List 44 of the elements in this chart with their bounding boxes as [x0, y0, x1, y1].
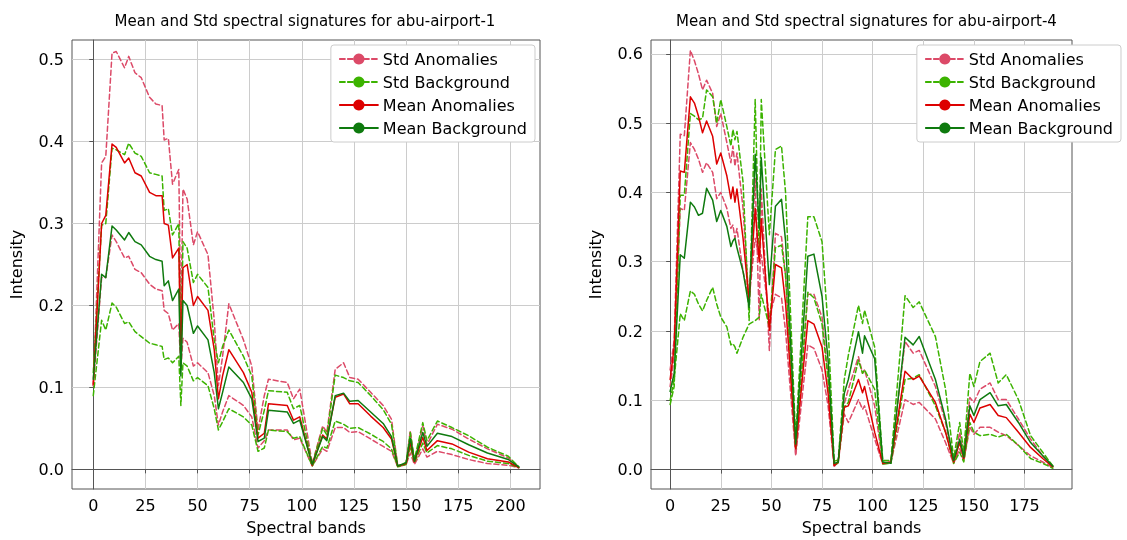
x-tick-label: 100	[857, 495, 888, 515]
y-tick-label: 0.1	[38, 377, 64, 397]
y-tick-label: 0.1	[617, 390, 643, 410]
y-tick-label: 0.5	[38, 50, 64, 70]
legend-label: Std Background	[382, 72, 510, 92]
x-tick-label: 150	[958, 495, 990, 515]
x-tick-label: 50	[187, 495, 208, 515]
legend-label: Mean Anomalies	[968, 95, 1101, 115]
y-axis-title: Intensity	[585, 229, 605, 300]
y-tick-label: 0.5	[617, 113, 643, 133]
legend-label: Mean Anomalies	[382, 95, 515, 115]
x-axis-title: Spectral bands	[801, 517, 922, 537]
x-tick-label: 200	[495, 495, 526, 515]
x-tick-label: 25	[710, 495, 731, 515]
x-tick-label: 125	[907, 495, 939, 515]
y-tick-label: 0.4	[617, 182, 643, 202]
x-tick-label: 150	[390, 495, 422, 515]
x-tick-label: 100	[286, 495, 318, 515]
x-tick-label: 0	[88, 495, 99, 515]
x-tick-label: 175	[442, 495, 474, 515]
legend-label: Std Background	[968, 72, 1096, 92]
legend-label: Std Anomalies	[968, 49, 1084, 69]
chart-title: Mean and Std spectral signatures for abu-airport-4	[676, 11, 1057, 30]
chart-title: Mean and Std spectral signatures for abu-airport-1	[114, 11, 496, 30]
legend-label: Mean Background	[968, 118, 1114, 138]
x-tick-label: 175	[1009, 495, 1040, 515]
x-tick-label: 0	[665, 495, 676, 515]
x-tick-label: 125	[338, 495, 370, 515]
x-tick-label: 50	[761, 495, 782, 515]
y-tick-label: 0.0	[617, 460, 643, 480]
x-tick-label: 75	[239, 495, 260, 515]
x-tick-label: 25	[135, 495, 156, 515]
x-axis-title: Spectral bands	[246, 517, 366, 537]
y-tick-label: 0.2	[617, 321, 643, 341]
y-tick-label: 0.6	[617, 44, 643, 64]
legend-label: Std Anomalies	[382, 49, 498, 69]
y-tick-label: 0.4	[38, 132, 64, 152]
x-tick-label: 75	[811, 495, 833, 515]
y-tick-label: 0.3	[617, 252, 643, 272]
y-tick-label: 0.2	[38, 295, 64, 315]
y-tick-label: 0.0	[38, 459, 64, 479]
y-tick-label: 0.3	[38, 214, 64, 234]
legend-label: Mean Background	[382, 118, 528, 138]
y-axis-title: Intensity	[6, 229, 26, 300]
